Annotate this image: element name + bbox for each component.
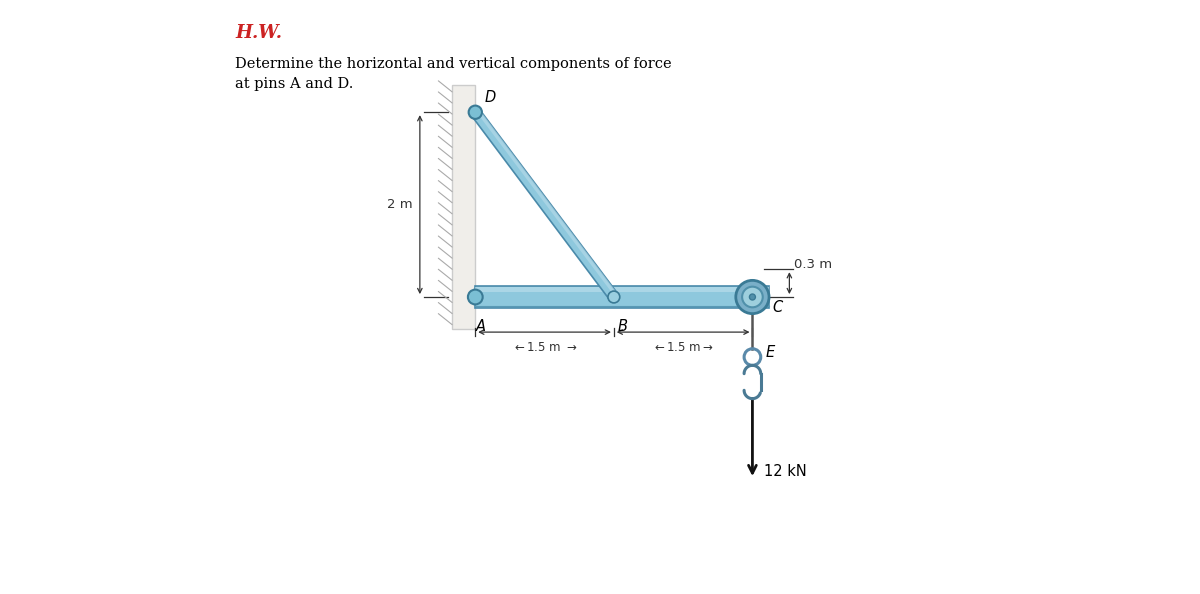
Text: $\leftarrow$1.5 m $\rightarrow$: $\leftarrow$1.5 m $\rightarrow$ xyxy=(511,342,577,355)
Polygon shape xyxy=(472,109,618,300)
Polygon shape xyxy=(476,109,618,296)
Text: Determine the horizontal and vertical components of force
at pins A and D.: Determine the horizontal and vertical co… xyxy=(235,57,672,91)
Text: 12 kN: 12 kN xyxy=(763,464,806,479)
Circle shape xyxy=(736,280,769,314)
Circle shape xyxy=(468,290,482,304)
Text: 2 m: 2 m xyxy=(386,198,413,211)
Circle shape xyxy=(750,294,756,300)
Text: D: D xyxy=(485,90,496,105)
Text: $\leftarrow$1.5 m$\rightarrow$: $\leftarrow$1.5 m$\rightarrow$ xyxy=(653,342,714,355)
Polygon shape xyxy=(452,84,475,329)
Circle shape xyxy=(742,287,763,307)
Circle shape xyxy=(469,106,482,119)
Text: C: C xyxy=(773,300,782,315)
Text: B: B xyxy=(618,319,628,334)
Polygon shape xyxy=(475,287,769,292)
Text: A: A xyxy=(476,319,486,334)
Text: E: E xyxy=(766,345,775,360)
Polygon shape xyxy=(475,286,769,308)
Text: H.W.: H.W. xyxy=(235,24,282,43)
Text: 0.3 m: 0.3 m xyxy=(794,258,832,271)
Circle shape xyxy=(608,291,619,303)
